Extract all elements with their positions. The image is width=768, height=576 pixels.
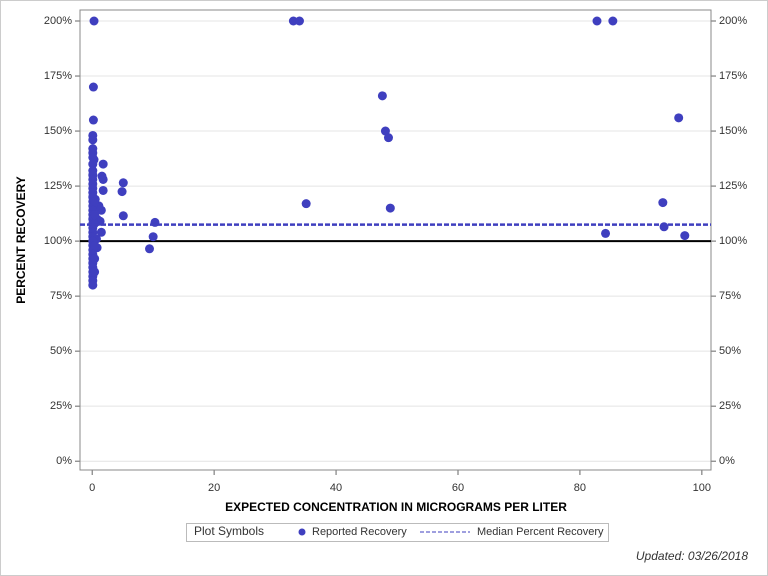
y-tick-label: 25% xyxy=(50,400,72,412)
x-tick-label: 60 xyxy=(452,482,464,494)
y2-tick-label: 175% xyxy=(719,70,747,82)
point xyxy=(658,198,668,208)
legend-label: Median Percent Recovery xyxy=(477,526,604,538)
point xyxy=(608,16,618,26)
point xyxy=(90,254,100,264)
point xyxy=(90,210,100,220)
legend-box xyxy=(186,523,609,542)
y-tick-label: 0% xyxy=(56,455,72,467)
point xyxy=(88,82,98,92)
point xyxy=(98,159,108,169)
point xyxy=(96,227,106,237)
legend-label: Reported Recovery xyxy=(312,526,407,538)
x-axis-title: EXPECTED CONCENTRATION IN MICROGRAMS PER… xyxy=(225,500,567,514)
y2-tick-label: 150% xyxy=(719,125,747,137)
point xyxy=(601,228,611,238)
point xyxy=(88,135,98,145)
point xyxy=(90,241,100,251)
point xyxy=(145,244,155,254)
point xyxy=(294,16,304,26)
point xyxy=(98,185,108,195)
y-tick-label: 200% xyxy=(44,15,72,27)
y2-tick-label: 25% xyxy=(719,400,741,412)
legend-marker xyxy=(298,528,306,536)
y2-tick-label: 75% xyxy=(719,290,741,302)
point xyxy=(118,211,128,221)
x-tick-label: 0 xyxy=(89,482,95,494)
x-tick-label: 40 xyxy=(330,482,342,494)
point xyxy=(88,159,98,169)
y-tick-label: 150% xyxy=(44,125,72,137)
x-tick-label: 80 xyxy=(574,482,586,494)
point xyxy=(674,113,684,123)
point xyxy=(98,174,108,184)
y2-tick-label: 125% xyxy=(719,180,747,192)
point xyxy=(117,187,127,197)
x-tick-label: 20 xyxy=(208,482,220,494)
point xyxy=(148,232,158,242)
y2-tick-label: 200% xyxy=(719,15,747,27)
y-tick-label: 125% xyxy=(44,180,72,192)
x-tick-label: 100 xyxy=(693,482,711,494)
plot-frame xyxy=(79,9,712,471)
point xyxy=(118,178,128,188)
footer: Updated: 03/26/2018 xyxy=(636,549,748,563)
point xyxy=(88,152,98,162)
point xyxy=(383,133,393,143)
point xyxy=(90,196,100,206)
y2-tick-label: 100% xyxy=(719,235,747,247)
point xyxy=(592,16,602,26)
y2-tick-label: 0% xyxy=(719,455,735,467)
y-tick-label: 50% xyxy=(50,345,72,357)
point xyxy=(88,115,98,125)
y-axis-title: PERCENT RECOVERY xyxy=(14,176,28,304)
legend-title: Plot Symbols xyxy=(194,524,264,538)
y2-tick-label: 50% xyxy=(719,345,741,357)
point xyxy=(385,203,395,213)
y-tick-label: 100% xyxy=(44,235,72,247)
point xyxy=(301,199,311,209)
point xyxy=(680,231,690,241)
point xyxy=(90,267,100,277)
y-tick-label: 75% xyxy=(50,290,72,302)
point xyxy=(88,280,98,290)
y-tick-label: 175% xyxy=(44,70,72,82)
point xyxy=(89,16,99,26)
point xyxy=(377,91,387,101)
